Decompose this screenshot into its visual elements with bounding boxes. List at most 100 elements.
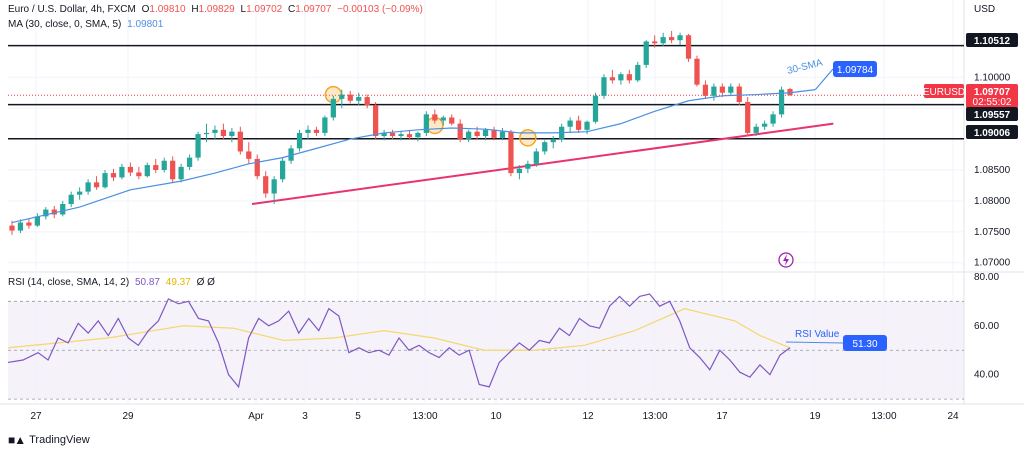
time-axis: 27 29 Apr 3 5 13:00 10 12 13:00 17 19 13:00 24 (30, 411, 959, 422)
rsi-badge: 51.30 (843, 335, 887, 351)
last-price-badge: 1.09707 02:55:02 (966, 84, 1018, 108)
candle-body (271, 179, 277, 194)
candle-body (626, 74, 632, 81)
open-value: 1.09810 (149, 4, 186, 15)
candle-body (432, 114, 438, 121)
candle-body (491, 129, 497, 138)
rsi-legend[interactable]: RSI (14, close, SMA, 14, 2) 50.87 49.37 … (8, 277, 218, 288)
time-tick-label: 13:00 (412, 411, 437, 422)
rsi-annotation: RSI Value (795, 329, 840, 340)
time-tick-label: 17 (716, 411, 728, 422)
price-tick-label: 1.08000 (974, 196, 1011, 207)
candle-body (77, 191, 83, 195)
time-tick-label: 27 (30, 411, 42, 422)
symbol-title: Euro / U.S. Dollar, 4h, FXCM (8, 4, 136, 15)
high-value: 1.09829 (198, 4, 235, 15)
candle-body (415, 132, 421, 138)
candle-body (618, 74, 624, 81)
svg-text:1.09557: 1.09557 (974, 110, 1011, 121)
currency-label: USD (974, 4, 995, 15)
candle-body (263, 176, 269, 194)
candle-body (778, 89, 785, 115)
ma-legend[interactable]: MA (30, close, 0, SMA, 5) 1.09801 (8, 19, 166, 30)
candle-body (212, 129, 218, 133)
candle-body (516, 168, 523, 174)
candle-body (85, 182, 91, 192)
candle-body (635, 64, 641, 81)
candle-body (102, 173, 108, 188)
candle-body (381, 132, 387, 136)
sma-line (11, 68, 834, 224)
candle-body (423, 114, 429, 133)
candle-body (347, 94, 353, 101)
svg-text:EURUSD: EURUSD (923, 87, 965, 98)
sma-extension (814, 68, 834, 91)
candle-body (601, 77, 607, 96)
candle-body (288, 148, 294, 161)
candle-body (702, 84, 709, 96)
candle-body (229, 131, 235, 136)
tradingview-icon: ■▲ (8, 433, 26, 447)
s1-badge: 1.09557 (966, 107, 1018, 121)
s2-badge: 1.09006 (966, 125, 1018, 139)
r1-badge: 1.10512 (966, 33, 1018, 47)
svg-text:1.09784: 1.09784 (837, 65, 874, 76)
candle-body (296, 132, 303, 149)
candle-body (770, 114, 776, 124)
candle-body (457, 123, 463, 140)
candle-body (34, 216, 40, 226)
candle-body (787, 89, 793, 96)
candle-body (567, 120, 573, 127)
svg-text:1.09006: 1.09006 (974, 128, 1011, 139)
symbol-legend[interactable]: Euro / U.S. Dollar, 4h, FXCM O1.09810 H1… (8, 4, 426, 15)
time-tick-label: 24 (947, 411, 959, 422)
candle-body (694, 58, 700, 85)
candle-body (144, 165, 150, 177)
rsi-lines (7, 293, 791, 389)
candle-body (466, 131, 472, 140)
candle-body (677, 35, 683, 41)
candle-body (43, 209, 49, 217)
candle-body (711, 86, 717, 96)
lightning-icon[interactable] (778, 252, 794, 268)
close-value: 1.09707 (295, 4, 332, 15)
rsi-pointer (785, 341, 844, 344)
candle-body (398, 134, 404, 136)
price-tick-label: 1.07500 (974, 227, 1011, 238)
rsi-axis: 80.00 60.00 40.00 (974, 272, 999, 381)
price-tick-label: 1.07000 (974, 258, 1011, 269)
candle-body (178, 166, 184, 180)
rsi-tick-label: 60.00 (974, 321, 999, 332)
ma-value: 1.09801 (127, 19, 164, 30)
candle-body (186, 157, 193, 167)
change-value: −0.00103 (−0.09%) (337, 4, 423, 15)
candles (9, 30, 793, 235)
candle-body (719, 86, 725, 93)
time-tick-label: 12 (582, 411, 594, 422)
svg-text:1.09707: 1.09707 (974, 87, 1011, 98)
candle-body (93, 182, 100, 188)
candle-body (313, 129, 320, 133)
candle-body (542, 142, 548, 152)
rsi-path (7, 293, 791, 389)
tradingview-logo[interactable]: ■▲ TradingView (8, 433, 90, 447)
candle-body (745, 102, 751, 133)
rsi-extra: Ø Ø (196, 277, 215, 288)
close-label: C (288, 4, 296, 15)
candle-body (356, 97, 362, 101)
candle-body (110, 173, 117, 178)
time-tick-label: Apr (248, 411, 264, 422)
time-tick-label: 10 (490, 411, 502, 422)
rsi-value: 50.87 (134, 277, 160, 288)
svg-text:1.10512: 1.10512 (974, 36, 1011, 47)
trendline (251, 122, 834, 205)
price-tick-label: 1.10000 (974, 72, 1011, 83)
svg-text:02:55:02: 02:55:02 (973, 97, 1012, 108)
candle-body (330, 98, 336, 118)
candle-body (762, 123, 768, 127)
candle-body (161, 160, 167, 170)
candle-body (279, 160, 286, 180)
candle-body (440, 117, 446, 121)
rsi-ma-path (7, 308, 791, 351)
